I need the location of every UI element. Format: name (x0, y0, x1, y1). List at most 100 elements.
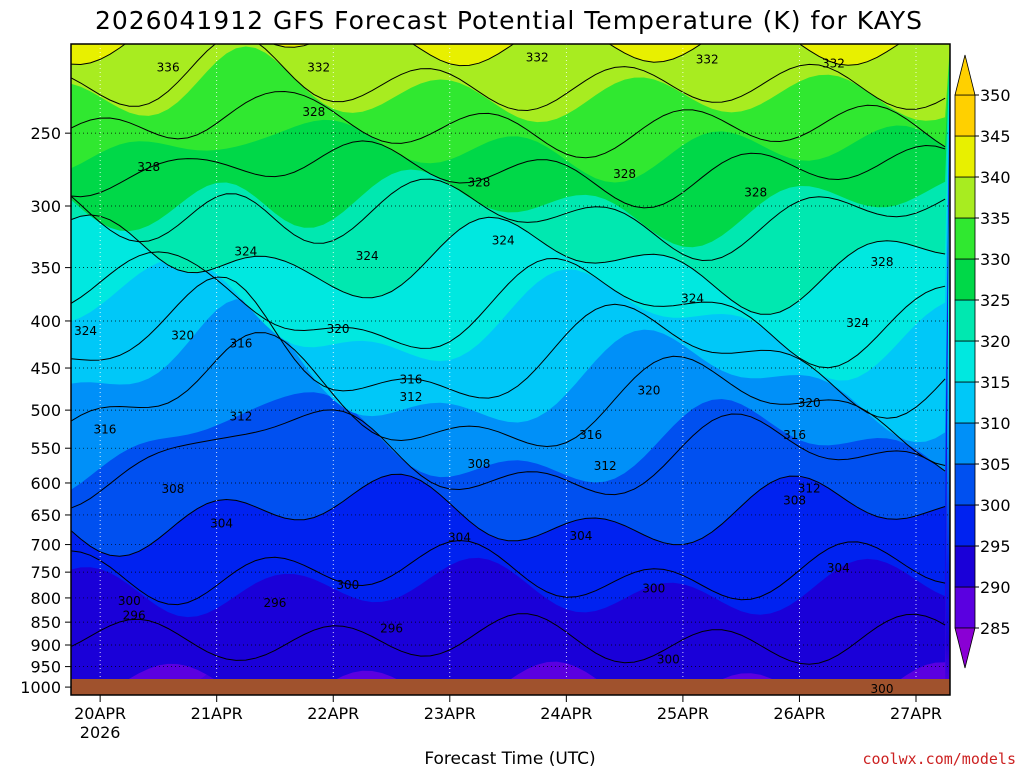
y-tick-label: 750 (30, 563, 61, 582)
isentrope-308 (71, 332, 946, 466)
contour-label: 300 (642, 581, 665, 595)
colorbar-label: 330 (980, 250, 1011, 269)
colorbar-label: 295 (980, 537, 1011, 556)
y-tick-label: 950 (30, 658, 61, 677)
colorbar-segment (954, 176, 976, 219)
colorbar-segment (954, 545, 976, 588)
contour-label: 312 (594, 459, 617, 473)
contour-label: 328 (744, 185, 767, 199)
contour-label: 328 (871, 255, 894, 269)
contour-label: 300 (871, 682, 894, 696)
contour-label: 304 (569, 529, 592, 543)
chart-title: 2026041912 GFS Forecast Potential Temper… (95, 6, 923, 35)
contour-label: 312 (399, 390, 422, 404)
contour-label: 336 (157, 60, 180, 74)
y-axis: 250 300 350 400 450 500 550 600 650 700 750 800 850 9… (20, 124, 71, 697)
isentrope-336 (71, 44, 946, 112)
y-tick-label: 650 (30, 506, 61, 525)
x-year-label: 2026 (80, 723, 121, 742)
colorbar-label: 340 (980, 168, 1011, 187)
y-tick-label: 800 (30, 589, 61, 608)
y-tick-label: 350 (30, 259, 61, 278)
contour-label: 320 (798, 396, 821, 410)
isentrope-304 (71, 409, 946, 509)
y-tick-label: 1000 (20, 678, 61, 697)
contour-label: 320 (171, 329, 194, 343)
y-tick-label: 900 (30, 636, 61, 655)
x-tick-label: 27APR (890, 704, 942, 723)
contour-label: 300 (118, 594, 141, 608)
x-tick-label: 23APR (424, 704, 476, 723)
contour-label: 324 (681, 291, 704, 305)
contour-label: 324 (356, 249, 379, 263)
y-tick-label: 600 (30, 474, 61, 493)
y-tick-label: 400 (30, 312, 61, 331)
contour-label: 304 (448, 531, 471, 545)
contour-label: 316 (783, 428, 806, 442)
contour-label: 316 (94, 423, 117, 437)
contour-label: 312 (798, 481, 821, 495)
isentrope-316 (71, 251, 946, 369)
colorbar-label: 300 (980, 496, 1011, 515)
contour-label: 304 (827, 561, 850, 575)
colorbar-label: 325 (980, 291, 1011, 310)
isentrope-340 (71, 44, 900, 67)
colorbar-segment (954, 381, 976, 424)
x-tick-label: 24APR (540, 704, 592, 723)
x-axis: 20APR 21APR 22APR 23APR 24APR 25APR 26APR 27APR… (74, 695, 942, 742)
contour-label: 296 (264, 596, 287, 610)
contour-label: 324 (492, 233, 515, 247)
colorbar-segment (954, 422, 976, 465)
y-tick-label: 500 (30, 401, 61, 420)
contour-label: 296 (123, 609, 146, 623)
contour-label: 324 (74, 324, 97, 338)
isentrope-296 (71, 539, 946, 606)
contour-label: 332 (696, 53, 719, 67)
plot-frame (70, 43, 951, 696)
contour-label: 308 (467, 457, 490, 471)
colorbar-segment (954, 217, 976, 260)
contour-label: 328 (613, 167, 636, 181)
contour-label: 320 (327, 322, 350, 336)
y-tick-label: 300 (30, 197, 61, 216)
contour-label: 328 (467, 176, 490, 190)
contour-label: 328 (137, 160, 160, 174)
contour-label: 316 (399, 372, 422, 386)
y-tick-label: 450 (30, 359, 61, 378)
colorbar-label: 320 (980, 332, 1011, 351)
colorbar-segment (954, 586, 976, 629)
ground-surface (71, 679, 950, 695)
colorbar-label: 285 (980, 619, 1011, 638)
contour-label: 308 (162, 482, 185, 496)
colorbar-segment (954, 135, 976, 178)
contour-label: 304 (210, 516, 233, 530)
colorbar-segment (954, 340, 976, 383)
y-tick-label: 850 (30, 613, 61, 632)
contour-label: 316 (230, 336, 253, 350)
contour-label: 300 (657, 652, 680, 666)
contour-label: 300 (336, 578, 359, 592)
colorbar-bottom-arrow (954, 627, 976, 669)
contour-labels: 336 332 332 332 332 328 328 328 328 328 328 324 324 3… (74, 51, 894, 696)
colorbar-label: 335 (980, 209, 1011, 228)
colorbar-top-arrow (954, 54, 976, 96)
contour-label: 324 (846, 316, 869, 330)
colorbar-label: 310 (980, 414, 1011, 433)
contour-label: 324 (234, 244, 257, 258)
colorbar: 285 290 295 300 305 310 315 320 325 330 335 340 345 3… (954, 54, 1011, 669)
colorbar-segment (954, 463, 976, 506)
colorbar-label: 350 (980, 86, 1011, 105)
x-axis-label: Forecast Time (UTC) (424, 749, 595, 768)
colorbar-segment (954, 258, 976, 301)
colorbar-segment (954, 94, 976, 137)
color-bands (71, 44, 950, 695)
x-tick-label: 26APR (773, 704, 825, 723)
y-tick-label: 700 (30, 536, 61, 555)
contour-label: 332 (822, 56, 845, 70)
colorbar-segment (954, 504, 976, 547)
x-tick-label: 20APR (74, 704, 126, 723)
y-tick-label: 550 (30, 439, 61, 458)
colorbar-segment (954, 299, 976, 342)
colorbar-label: 305 (980, 455, 1011, 474)
